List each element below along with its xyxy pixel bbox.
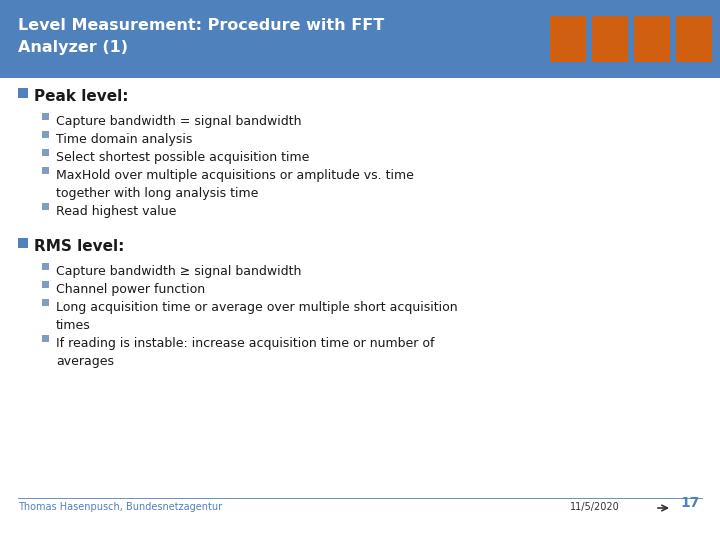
Bar: [42, 167, 49, 174]
Bar: [42, 149, 49, 156]
Text: times: times: [56, 319, 91, 332]
Text: Thomas Hasenpusch, Bundesnetzagentur: Thomas Hasenpusch, Bundesnetzagentur: [18, 502, 222, 512]
Text: 17: 17: [680, 496, 700, 510]
Bar: [42, 113, 49, 120]
Text: Read highest value: Read highest value: [56, 205, 176, 218]
Text: If reading is instable: increase acquisition time or number of: If reading is instable: increase acquisi…: [56, 337, 434, 350]
Text: Level Measurement: Procedure with FFT: Level Measurement: Procedure with FFT: [18, 18, 384, 33]
Bar: [42, 131, 49, 138]
Text: together with long analysis time: together with long analysis time: [56, 187, 258, 200]
Bar: [42, 335, 49, 342]
Text: 11/5/2020: 11/5/2020: [570, 502, 620, 512]
Text: Channel power function: Channel power function: [56, 283, 205, 296]
Text: RMS level:: RMS level:: [34, 239, 125, 254]
Text: Peak level:: Peak level:: [34, 89, 128, 104]
Text: Long acquisition time or average over multiple short acquisition: Long acquisition time or average over mu…: [56, 301, 458, 314]
Bar: [0, 0, 720, 78]
Text: Time domain analysis: Time domain analysis: [56, 133, 192, 146]
Bar: [634, 16, 670, 62]
Bar: [676, 16, 712, 62]
Bar: [42, 281, 49, 288]
Bar: [42, 263, 49, 270]
Bar: [550, 16, 586, 62]
Bar: [18, 238, 28, 248]
Text: Capture bandwidth ≥ signal bandwidth: Capture bandwidth ≥ signal bandwidth: [56, 265, 302, 278]
Bar: [42, 299, 49, 306]
Text: MaxHold over multiple acquisitions or amplitude vs. time: MaxHold over multiple acquisitions or am…: [56, 169, 414, 182]
Text: Capture bandwidth = signal bandwidth: Capture bandwidth = signal bandwidth: [56, 115, 302, 128]
Text: Select shortest possible acquisition time: Select shortest possible acquisition tim…: [56, 151, 310, 164]
Text: Analyzer (1): Analyzer (1): [18, 40, 128, 55]
Bar: [42, 203, 49, 210]
Bar: [592, 16, 628, 62]
Text: averages: averages: [56, 355, 114, 368]
Bar: [18, 88, 28, 98]
